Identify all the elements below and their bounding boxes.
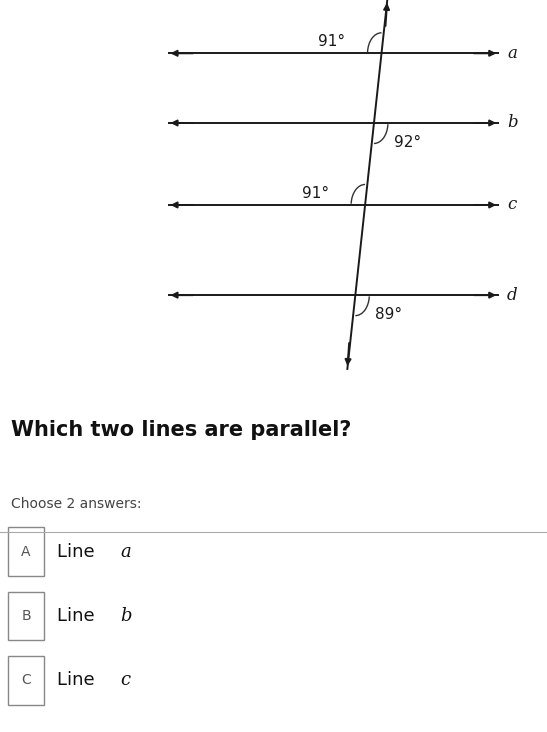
FancyBboxPatch shape bbox=[8, 528, 44, 576]
Text: 91°: 91° bbox=[318, 34, 346, 49]
Text: c: c bbox=[120, 671, 131, 690]
Text: A: A bbox=[21, 545, 31, 559]
Text: Line: Line bbox=[57, 671, 101, 690]
FancyBboxPatch shape bbox=[8, 657, 44, 705]
Text: 89°: 89° bbox=[375, 307, 403, 322]
Text: c: c bbox=[507, 196, 516, 214]
Text: b: b bbox=[507, 114, 517, 132]
Text: 92°: 92° bbox=[394, 135, 421, 150]
Text: Line: Line bbox=[57, 607, 101, 625]
Text: a: a bbox=[120, 542, 131, 561]
Text: B: B bbox=[21, 609, 31, 623]
FancyBboxPatch shape bbox=[8, 592, 44, 640]
Text: C: C bbox=[21, 673, 31, 687]
Text: a: a bbox=[507, 45, 517, 61]
Text: d: d bbox=[507, 287, 517, 304]
Text: Choose 2 answers:: Choose 2 answers: bbox=[11, 497, 142, 511]
Text: b: b bbox=[120, 607, 132, 625]
Text: Line: Line bbox=[57, 542, 101, 561]
Text: Which two lines are parallel?: Which two lines are parallel? bbox=[11, 419, 351, 440]
Text: 91°: 91° bbox=[302, 186, 329, 201]
